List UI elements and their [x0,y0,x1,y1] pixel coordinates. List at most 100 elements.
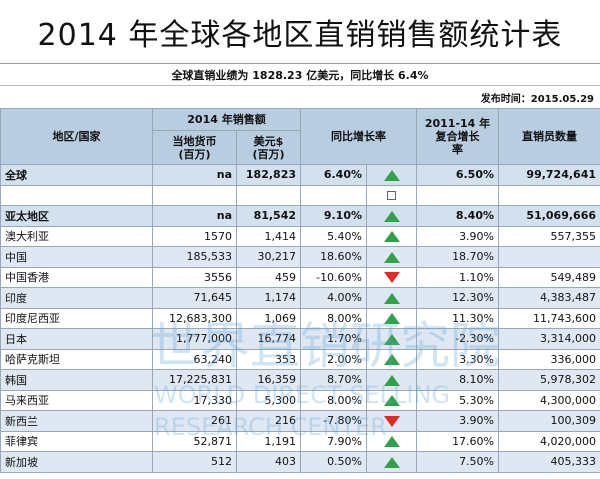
cell-local: 12,683,300 [152,307,237,329]
cell-region: 亚太地区 [0,205,153,227]
cell-trend [366,451,418,473]
cell-region: 全球 [0,164,153,186]
cell-yoy: 6.40% [300,164,368,186]
cell-region: 中国香港 [0,266,153,288]
table-row: 日本 1,777,000 16,774 1.70% -2.30% 3,314,000 [0,328,600,350]
cell-sellers: 99,724,641 [498,164,600,186]
cell-region: 印度 [0,287,153,309]
cell-usd: 16,774 [235,328,302,350]
table-row: 马来西亚 17,330 5,300 8.00% 5.30% 4,300,000 [0,389,600,411]
cell-sellers: 405,333 [498,451,600,473]
cell-yoy: 8.00% [300,389,368,411]
cell-trend [366,430,418,452]
cell-cagr: 3.90% [416,225,500,247]
cell-usd: 81,542 [235,205,302,227]
cell-sellers: 11,743,600 [498,307,600,329]
cell-region [0,184,153,206]
cell-sellers: 549,489 [498,266,600,288]
cell-local: 1,777,000 [152,328,237,350]
cell-region: 中国 [0,246,153,268]
page-subtitle: 全球直销业绩为 1828.23 亿美元，同比增长 6.4% [0,64,600,86]
cell-sellers: 4,300,000 [498,389,600,411]
cell-region: 新加坡 [0,451,153,473]
cell-sellers: 4,020,000 [498,430,600,452]
cell-local: 261 [152,410,237,432]
col-header-yoy: 同比增长率 [300,108,418,165]
cell-local: 17,225,831 [152,369,237,391]
table-row: 印度尼西亚 12,683,300 1,069 8.00% 11.30% 11,743,60… [0,307,600,329]
cell-yoy: 18.60% [300,246,368,268]
cell-local: na [152,205,237,227]
cell-cagr: 8.40% [416,205,500,227]
table-row: 新加坡 512 403 0.50% 7.50% 405,333 [0,451,600,473]
cell-trend [366,164,418,186]
table-row: 亚太地区 na 81,542 9.10% 8.40% 51,069,666 [0,205,600,227]
table-row: 菲律宾 52,871 1,191 7.90% 17.60% 4,020,000 [0,430,600,452]
local-header-label: 当地货币 [172,134,217,148]
cell-local: na [152,164,237,186]
cell-yoy: 4.00% [300,287,368,309]
table-row: 澳大利亚 1570 1,414 5.40% 3.90% 557,355 [0,225,600,247]
cell-region: 韩国 [0,369,153,391]
cell-trend [366,184,418,206]
cell-sellers [498,184,600,206]
col-header-local: 当地货币 (百万) [152,130,237,165]
trend-down-icon [383,415,400,427]
local-header-unit: (百万) [178,147,211,161]
trend-up-icon [383,333,400,345]
cell-usd: 459 [235,266,302,288]
cell-yoy: 2.00% [300,348,368,370]
cell-region: 马来西亚 [0,389,153,411]
trend-up-icon [383,231,400,243]
cell-cagr: -2.30% [416,328,500,350]
cell-local [152,184,237,206]
cell-trend [366,287,418,309]
cell-local: 71,645 [152,287,237,309]
col-header-sellers: 直销员数量 [498,108,600,165]
col-header-sales-2014: 2014 年销售额 [151,108,302,131]
cell-cagr: 11.30% [416,307,500,329]
table-body: 全球 na 182,823 6.40% 6.50% 99,724,641 亚太地区 na 81,… [0,164,600,473]
trend-up-icon [383,456,400,468]
cell-yoy: 9.10% [300,205,368,227]
cell-yoy: 8.70% [300,369,368,391]
table-row [0,184,600,206]
cell-cagr: 8.10% [416,369,500,391]
cell-region: 哈萨克斯坦 [0,348,153,370]
trend-down-icon [383,272,400,284]
sales-table: 地区/国家 2014 年销售额 同比增长率 2011-14 年 复合增长 率 直… [0,108,600,473]
cell-region: 新西兰 [0,410,153,432]
cell-usd [235,184,302,206]
cell-sellers: 557,355 [498,225,600,247]
cell-yoy: 7.90% [300,430,368,452]
cell-usd: 16,359 [235,369,302,391]
cell-cagr: 1.10% [416,266,500,288]
cell-local: 63,240 [152,348,237,370]
checkbox-icon [387,191,397,201]
cell-local: 17,330 [152,389,237,411]
cell-usd: 1,174 [235,287,302,309]
cell-trend [366,328,418,350]
usd-header-label: 美元$ [253,134,284,148]
usd-header-unit: (百万) [252,147,285,161]
cell-local: 185,533 [152,246,237,268]
cell-local: 52,871 [152,430,237,452]
cell-usd: 353 [235,348,302,370]
trend-up-icon [383,436,400,448]
cell-region: 日本 [0,328,153,350]
cell-trend [366,246,418,268]
cell-yoy: -7.80% [300,410,368,432]
cell-trend [366,266,418,288]
page-title: 2014 年全球各地区直销销售额统计表 [0,0,600,64]
cell-region: 印度尼西亚 [0,307,153,329]
trend-up-icon [383,292,400,304]
cell-trend [366,410,418,432]
cell-usd: 5,300 [235,389,302,411]
cell-region: 澳大利亚 [0,225,153,247]
trend-up-icon [383,251,400,263]
table-row: 中国香港 3556 459 -10.60% 1.10% 549,489 [0,266,600,288]
cell-region: 菲律宾 [0,430,153,452]
trend-up-icon [383,374,400,386]
cell-cagr: 3.30% [416,348,500,370]
cell-yoy: 8.00% [300,307,368,329]
